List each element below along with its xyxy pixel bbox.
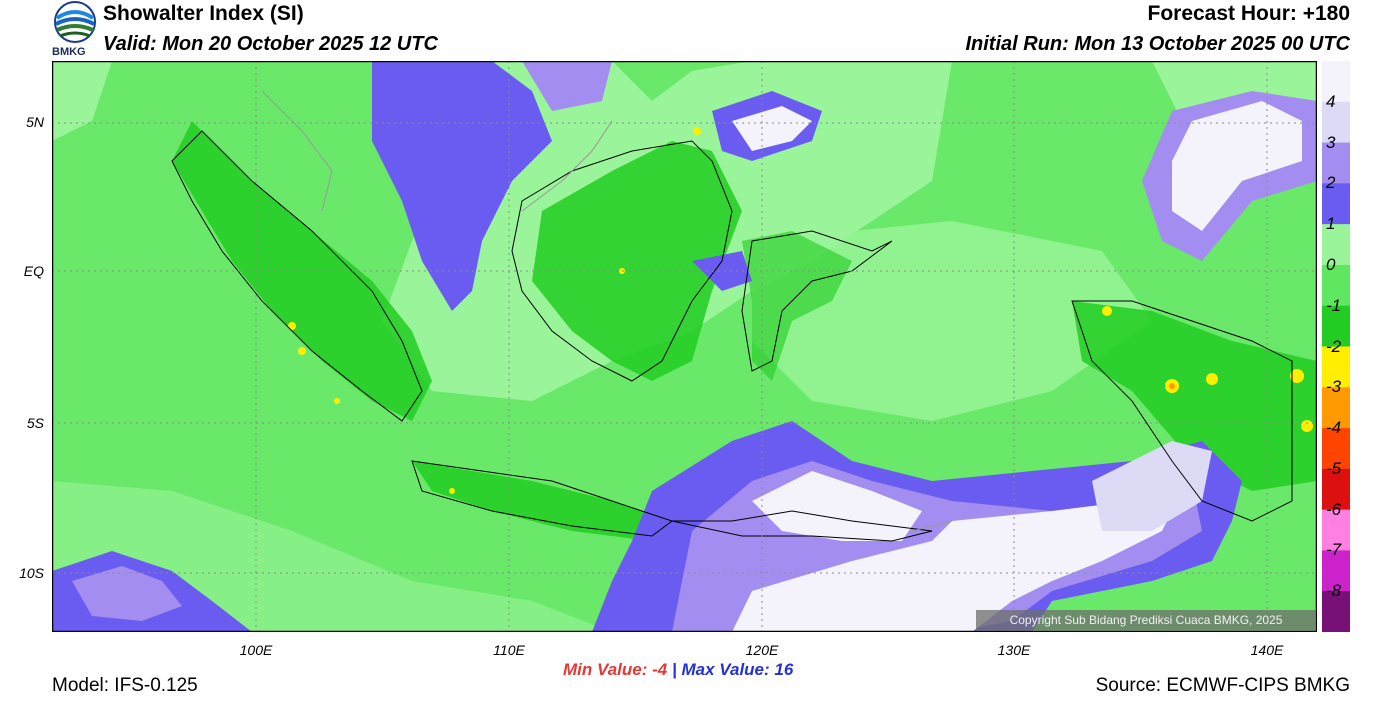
valid-time: Valid: Mon 20 October 2025 12 UTC [103, 33, 438, 55]
colorbar-label: 2 [1326, 173, 1336, 193]
colorbar-swatch [1322, 224, 1350, 266]
colorbar [1322, 61, 1350, 633]
colorbar-swatch [1322, 509, 1350, 551]
bmkg-logo [52, 0, 98, 60]
lat-label-5s: 5S [26, 415, 44, 431]
min-max-values: Min Value: -4 | Max Value: 16 [563, 660, 793, 680]
min-label: Min Value: [563, 660, 648, 679]
colorbar-label: 4 [1326, 91, 1336, 111]
forecast-map [51, 60, 1318, 633]
colorbar-swatch [1322, 346, 1350, 388]
colorbar-swatch [1322, 468, 1350, 511]
lat-label-eq: EQ [23, 263, 44, 279]
model-info: Model: IFS-0.125 [52, 675, 198, 696]
colorbar-label: -2 [1326, 336, 1342, 356]
source-info: Source: ECMWF-CIPS BMKG [1095, 675, 1350, 696]
copyright-note: Copyright Sub Bidang Prediksi Cuaca BMKG… [976, 610, 1316, 631]
separator: | [671, 660, 677, 679]
lat-label-5n: 5N [26, 114, 44, 130]
colorbar-swatch [1322, 591, 1350, 633]
lon-label-120e: 120E [745, 642, 779, 658]
colorbar-swatch [1322, 264, 1350, 307]
max-value: 16 [774, 660, 794, 679]
colorbar-swatch [1322, 183, 1350, 225]
lat-label-10s: 10S [19, 565, 44, 581]
colorbar-swatch [1322, 61, 1350, 103]
colorbar-swatch [1322, 101, 1350, 144]
colorbar-swatch [1322, 550, 1350, 592]
colorbar-label: 3 [1326, 132, 1336, 152]
lon-label-110e: 110E [493, 642, 525, 658]
colorbar-label: -4 [1326, 418, 1342, 438]
lon-label-140e: 140E [1250, 642, 1284, 658]
colorbar-label: -7 [1326, 540, 1342, 560]
lon-label-100e: 100E [239, 642, 273, 658]
colorbar-label: -5 [1326, 458, 1342, 478]
colorbar-label: 0 [1326, 254, 1336, 274]
logo-text: BMKG [52, 46, 86, 58]
colorbar-label: -1 [1326, 295, 1342, 315]
lon-label-130e: 130E [997, 642, 1031, 658]
colorbar-label: -6 [1326, 499, 1342, 519]
colorbar-label: -3 [1326, 377, 1342, 397]
forecast-hour: Forecast Hour: +180 [1147, 2, 1351, 25]
colorbar-swatch [1322, 142, 1350, 184]
max-label: Max Value: [681, 660, 770, 679]
colorbar-swatch [1322, 305, 1350, 347]
colorbar-swatch [1322, 428, 1350, 470]
min-value: -4 [652, 660, 668, 679]
colorbar-label: 1 [1326, 214, 1336, 234]
initial-run: Initial Run: Mon 13 October 2025 00 UTC [965, 33, 1350, 55]
colorbar-label: -8 [1326, 581, 1342, 601]
chart-title: Showalter Index (SI) [103, 2, 304, 25]
colorbar-swatch [1322, 387, 1350, 429]
